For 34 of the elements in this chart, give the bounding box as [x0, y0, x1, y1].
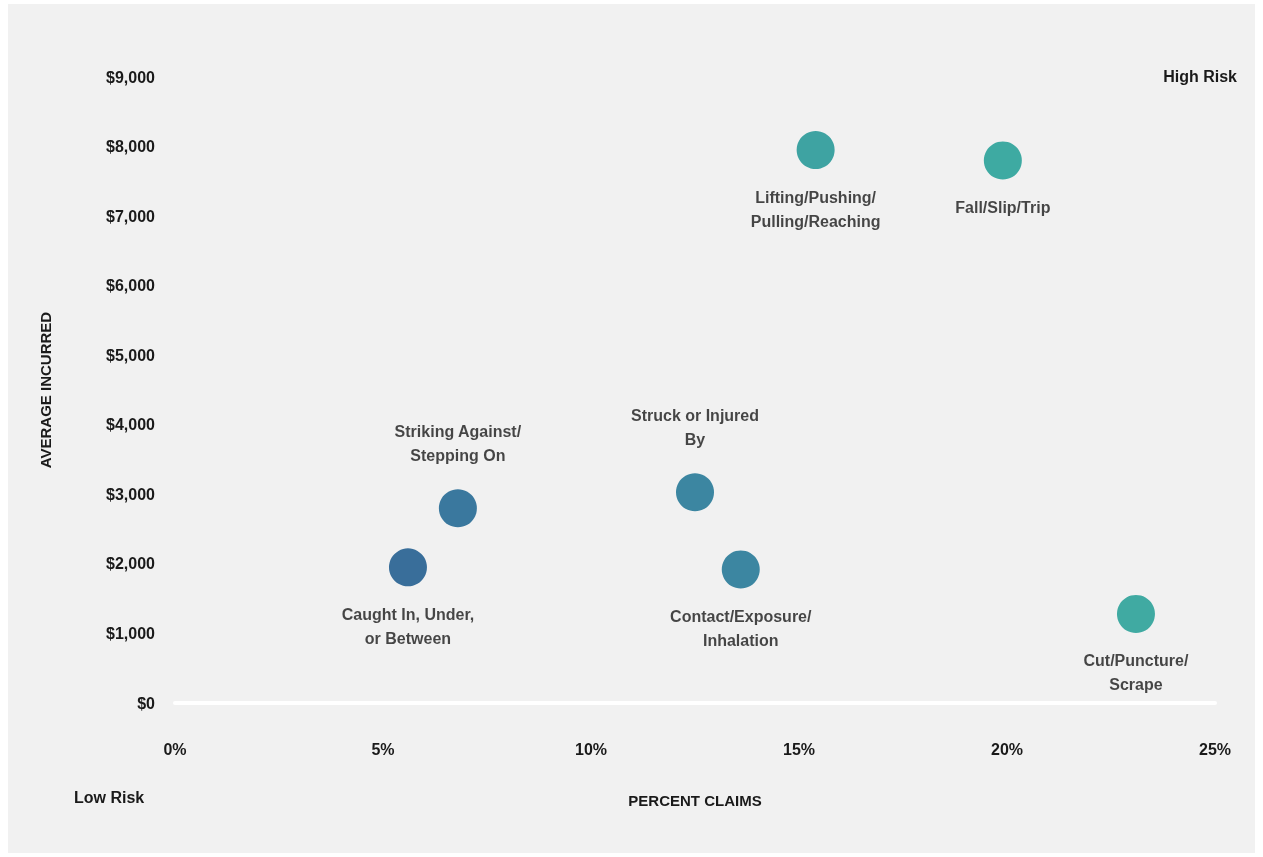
text: Low Risk: [74, 788, 145, 806]
x-tick-label: 20%: [990, 740, 1024, 758]
x-tick-label: 0%: [163, 740, 187, 758]
x-tick-label: 5%: [371, 740, 395, 758]
y-tick-label: $3,000: [106, 485, 156, 503]
point: [438, 489, 477, 528]
point: [721, 550, 760, 589]
y-tick-label: $8,000: [106, 138, 156, 156]
y-tick-label: $7,000: [106, 207, 156, 225]
y-tick-label: $6,000: [106, 277, 156, 295]
point: [983, 141, 1022, 180]
x-tick-label: 25%: [1198, 740, 1232, 758]
point: [389, 548, 427, 587]
y-tick-label: $1,000: [106, 624, 156, 642]
text: Caught In, Under, or Between: [341, 605, 475, 647]
y-tick-label: $0: [137, 694, 156, 712]
series-label: Fall/Slip/Trip: [955, 198, 1051, 216]
y-tick-label: $2,000: [106, 555, 156, 573]
annotation: High Risk: [1163, 67, 1238, 85]
point: [796, 131, 835, 170]
y-tick-label: $5,000: [106, 346, 156, 364]
x-tick-label: 15%: [782, 740, 816, 758]
y-axis-title: AVERAGE INCURRED: [37, 311, 54, 469]
point: [676, 473, 714, 512]
text: Struck or Injured By: [630, 406, 760, 448]
y-tick-label: $4,000: [106, 416, 156, 434]
point: [1117, 594, 1155, 633]
x-axis-title: PERCENT CLAIMS: [628, 792, 762, 809]
text: Contact/Exposure/Inhalation: [670, 607, 812, 649]
text: Striking Against/Stepping On: [394, 422, 522, 464]
y-tick-label: $9,000: [106, 68, 156, 86]
text: Lifting/Pushing/Pulling/Reaching: [750, 188, 881, 230]
x-tick-label: 10%: [574, 740, 608, 758]
text: Cut/Puncture/Scrape: [1083, 652, 1189, 694]
